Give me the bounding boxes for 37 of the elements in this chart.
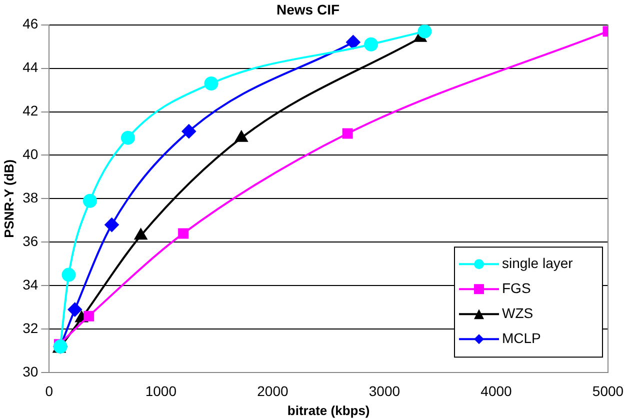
legend-label: MCLP [502,330,541,346]
x-tick-label: 1000 [145,382,177,399]
legend-label: single layer [502,254,574,271]
y-tick-label: 30 [22,363,38,380]
point [235,130,248,142]
legend-label: WZS [502,304,534,321]
point [342,128,353,139]
point [84,310,94,322]
point [62,268,76,282]
chart-title: News CIF [276,1,340,18]
y-tick-label: 40 [22,146,38,162]
point [120,130,135,145]
x-tick-label: 3000 [368,382,400,399]
legend-label: FGS [502,280,531,296]
point [68,302,82,317]
point [134,228,148,240]
y-tick-label: 36 [22,233,38,250]
point [346,35,360,50]
y-tick-label: 46 [22,16,38,32]
x-axis-title: bitrate (kbps) [287,402,370,418]
point [82,194,97,208]
point [104,218,119,232]
x-tick-label: 4000 [480,382,512,399]
point [204,76,218,90]
x-tick-label: 0 [45,382,54,399]
y-tick-label: 32 [22,320,38,336]
y-tick-label: 44 [22,59,38,76]
y-tick-label: 42 [22,102,38,119]
point [178,228,189,239]
x-tick-label: 5000 [592,382,624,399]
y-tick-label: 38 [22,190,38,206]
point [364,37,378,52]
x-tick-label: 2000 [257,382,288,399]
point [182,124,196,138]
point [418,24,432,38]
y-axis-title: PSNR-Y (dB) [1,159,16,238]
y-tick-label: 34 [22,276,38,293]
